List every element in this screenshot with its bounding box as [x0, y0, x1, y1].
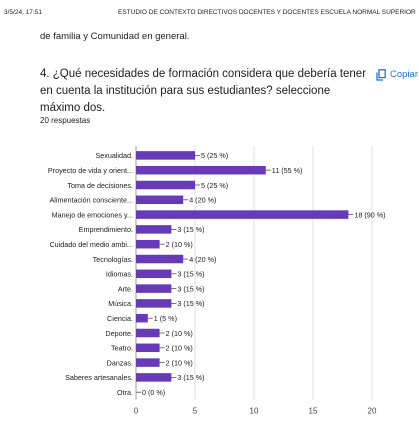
document-title: ESTUDIO DE CONTEXTO DIRECTIVOS DOCENTES …: [118, 9, 416, 16]
data-label: 4 (20 %): [189, 196, 216, 205]
category-label: Música.: [108, 299, 133, 308]
bar: [136, 195, 184, 205]
print-header: 3/5/24, 17:51 ESTUDIO DE CONTEXTO DIRECT…: [0, 9, 419, 21]
bar: [136, 165, 266, 175]
data-label: 3 (15 %): [177, 270, 204, 279]
bar: [136, 358, 160, 367]
response-count: 20 respuestas: [40, 116, 91, 125]
bar: [136, 299, 172, 308]
data-label: 0 (0 %): [142, 388, 165, 397]
data-label: 2 (10 %): [166, 240, 193, 249]
bar: [136, 254, 184, 264]
bar: [136, 180, 195, 190]
bar: [136, 151, 195, 160]
category-label: Idiomas.: [106, 270, 133, 279]
category-label: Emprendimiento.: [79, 225, 133, 234]
bar: [136, 343, 160, 353]
category-label: Manejo de emociones y...: [52, 210, 133, 219]
category-label: Otra.: [117, 388, 133, 397]
print-timestamp: 3/5/24, 17:51: [4, 9, 42, 16]
bar: [136, 210, 349, 219]
data-label: 2 (10 %): [166, 358, 193, 367]
category-label: Teatro.: [111, 344, 133, 353]
category-label: Ciencia.: [107, 314, 133, 323]
copy-icon: [376, 68, 386, 81]
question-title: 4. ¿Qué necesidades de formación conside…: [40, 68, 367, 114]
data-label: 3 (15 %): [177, 284, 204, 293]
previous-answer-text: de familia y Comunidad en general.: [40, 31, 190, 42]
x-tick-label: 15: [309, 407, 318, 416]
bar: [136, 239, 160, 249]
bar-chart: 0 5 10 15 20 Sexualidad. 5 (25 %) Proyecto de v…: [48, 146, 386, 416]
category-label: Deporte.: [105, 329, 133, 338]
bar: [136, 284, 172, 293]
x-tick-label: 20: [368, 407, 377, 416]
data-label: 2 (10 %): [166, 344, 193, 353]
bar: [136, 328, 160, 338]
category-label: Alimentación consciente...: [50, 196, 134, 205]
data-label: 3 (15 %): [177, 373, 204, 382]
category-label: Arte.: [118, 284, 133, 293]
category-label: Cuidado del medio ambi...: [49, 240, 133, 249]
category-label: Saberes artesanales.: [65, 373, 133, 382]
copy-label: Copiar: [390, 68, 418, 80]
category-label: Danzas.: [107, 358, 133, 367]
bar: [136, 313, 148, 323]
x-tick-label: 5: [193, 407, 198, 416]
data-label: 4 (20 %): [189, 255, 216, 264]
data-label: 3 (15 %): [177, 299, 204, 308]
x-tick-label: 10: [250, 407, 259, 416]
data-label: 11 (55 %): [272, 166, 303, 175]
data-label: 3 (15 %): [177, 225, 204, 234]
data-label: 5 (25 %): [201, 181, 228, 190]
category-label: Sexualidad.: [95, 151, 133, 160]
bar: [136, 373, 172, 382]
category-label: Toma de decisiones.: [67, 181, 133, 190]
bar: [136, 269, 172, 279]
category-label: Proyecto de vida y orient...: [48, 166, 133, 175]
x-tick-label: 0: [134, 407, 139, 416]
copy-button[interactable]: Copiar: [376, 66, 418, 82]
category-label: Tecnologías.: [93, 255, 133, 264]
data-label: 1 (5 %): [154, 314, 177, 323]
data-label: 18 (90 %): [354, 210, 385, 219]
bar: [136, 225, 172, 234]
data-label: 5 (25 %): [201, 151, 228, 160]
data-label: 2 (10 %): [166, 329, 193, 338]
